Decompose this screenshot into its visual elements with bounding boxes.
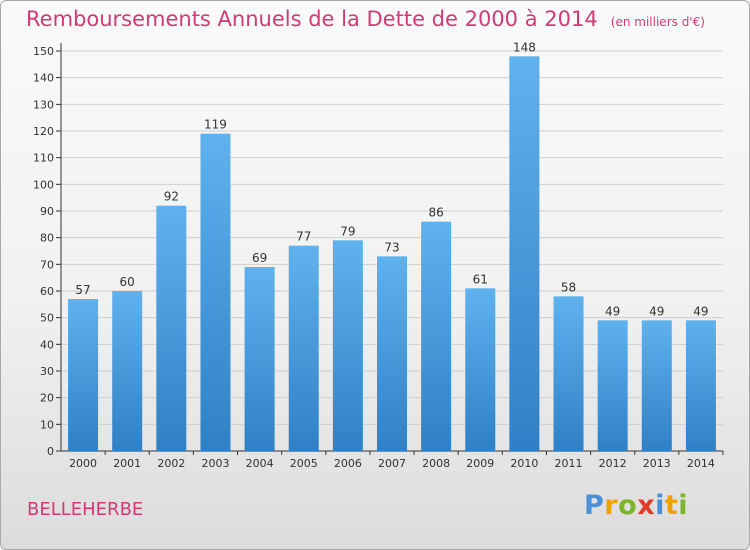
y-tick-label: 100 bbox=[33, 178, 54, 191]
value-label-2008: 86 bbox=[428, 206, 443, 220]
bar-2014 bbox=[685, 320, 716, 451]
label-layer: 57 2000 60 2001 92 2002 119 2003 69 2004 77 2005 79 2… bbox=[69, 40, 715, 470]
bar-2000 bbox=[68, 299, 99, 451]
value-label-2001: 60 bbox=[120, 275, 135, 289]
x-tick-label-2010: 2010 bbox=[510, 457, 538, 470]
y-tick-label: 50 bbox=[40, 312, 54, 325]
x-tick-label-2009: 2009 bbox=[466, 457, 494, 470]
proxiti-logo[interactable]: Proxiti bbox=[584, 490, 689, 521]
value-label-2005: 77 bbox=[296, 230, 311, 244]
bar-2006 bbox=[332, 240, 363, 451]
x-tick-label-2003: 2003 bbox=[201, 457, 229, 470]
x-tick-label-2014: 2014 bbox=[687, 457, 715, 470]
x-tick-label-2007: 2007 bbox=[378, 457, 406, 470]
value-label-2006: 79 bbox=[340, 224, 355, 238]
place-name: BELLEHERBE bbox=[27, 499, 144, 520]
bar-2013 bbox=[641, 320, 672, 451]
y-tick-label: 40 bbox=[40, 338, 54, 351]
y-tick-label: 30 bbox=[40, 365, 54, 378]
bar-2005 bbox=[288, 245, 319, 451]
bar-chart: 0 10 20 30 40 50 60 70 80 90 100 110 120 130 140 150 57… bbox=[33, 40, 724, 470]
bar-2002 bbox=[156, 205, 187, 451]
axis-layer: 0 10 20 30 40 50 60 70 80 90 100 110 120 130 140 150 bbox=[33, 43, 724, 458]
value-label-2009: 61 bbox=[473, 272, 488, 286]
value-label-2000: 57 bbox=[75, 283, 90, 297]
x-tick-label-2004: 2004 bbox=[246, 457, 274, 470]
x-tick-label-2011: 2011 bbox=[555, 457, 583, 470]
x-tick-label-2013: 2013 bbox=[643, 457, 671, 470]
y-tick-label: 140 bbox=[33, 72, 54, 85]
y-tick-label: 90 bbox=[40, 205, 54, 218]
value-label-2003: 119 bbox=[204, 118, 227, 132]
value-label-2011: 58 bbox=[561, 280, 576, 294]
bar-2011 bbox=[553, 296, 584, 451]
bar-2012 bbox=[597, 320, 628, 451]
y-tick-label: 80 bbox=[40, 232, 54, 245]
y-tick-label: 70 bbox=[40, 258, 54, 271]
value-label-2004: 69 bbox=[252, 251, 267, 265]
y-tick-label: 120 bbox=[33, 125, 54, 138]
x-tick-label-2006: 2006 bbox=[334, 457, 362, 470]
y-tick-label: 10 bbox=[40, 418, 54, 431]
chart-title: Remboursements Annuels de la Dette de 20… bbox=[26, 7, 598, 31]
bar-2010 bbox=[509, 56, 540, 451]
y-tick-label: 110 bbox=[33, 152, 54, 165]
value-label-2002: 92 bbox=[164, 190, 179, 204]
x-tick-label-2012: 2012 bbox=[599, 457, 627, 470]
y-tick-label: 0 bbox=[47, 445, 54, 458]
bar-2001 bbox=[112, 291, 143, 451]
value-label-2013: 49 bbox=[649, 304, 664, 318]
x-tick-label-2000: 2000 bbox=[69, 457, 97, 470]
bar-2004 bbox=[244, 267, 275, 451]
y-tick-label: 150 bbox=[33, 45, 54, 58]
x-tick-label-2008: 2008 bbox=[422, 457, 450, 470]
bar-2007 bbox=[377, 256, 407, 451]
value-label-2010: 148 bbox=[513, 40, 536, 54]
value-label-2007: 73 bbox=[384, 240, 399, 254]
value-label-2012: 49 bbox=[605, 304, 620, 318]
bar-2003 bbox=[200, 133, 231, 451]
chart-unit: (en milliers d'€) bbox=[610, 15, 705, 29]
x-tick-label-2001: 2001 bbox=[113, 457, 141, 470]
chart-title-block: Remboursements Annuels de la Dette de 20… bbox=[26, 7, 705, 31]
bar-layer bbox=[68, 56, 716, 451]
y-tick-label: 130 bbox=[33, 98, 54, 111]
y-tick-label: 60 bbox=[40, 285, 54, 298]
x-tick-label-2005: 2005 bbox=[290, 457, 318, 470]
value-label-2014: 49 bbox=[693, 304, 708, 318]
y-tick-label: 20 bbox=[40, 392, 54, 405]
bar-2008 bbox=[421, 221, 452, 451]
bar-2009 bbox=[465, 288, 496, 451]
x-tick-label-2002: 2002 bbox=[157, 457, 185, 470]
